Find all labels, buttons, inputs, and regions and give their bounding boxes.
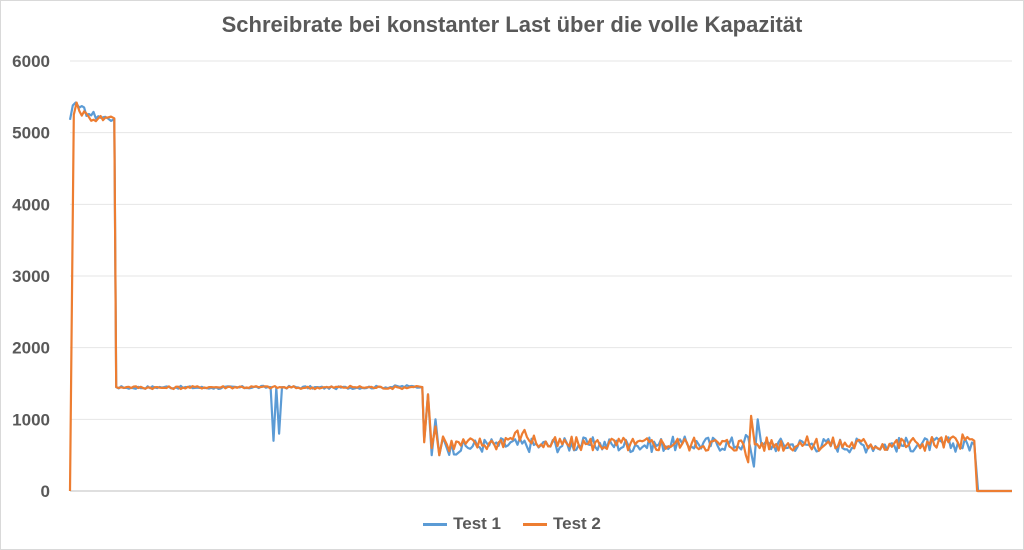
legend-item-2: Test 2 xyxy=(523,514,601,534)
y-tick-label: 3000 xyxy=(12,267,50,286)
series-line-2 xyxy=(68,101,1012,493)
legend-label: Test 1 xyxy=(453,514,501,533)
y-tick-label: 0 xyxy=(41,482,50,501)
y-tick-label: 1000 xyxy=(12,410,50,429)
legend-label: Test 2 xyxy=(553,514,601,533)
legend-item-1: Test 1 xyxy=(423,514,501,534)
chart-title: Schreibrate bei konstanter Last über die… xyxy=(221,12,803,37)
y-tick-label: 6000 xyxy=(12,52,50,71)
y-tick-label: 5000 xyxy=(12,124,50,143)
y-tick-label: 4000 xyxy=(12,195,50,214)
legend-swatch xyxy=(523,522,547,526)
series-line-1 xyxy=(68,101,1012,493)
legend-swatch xyxy=(423,522,448,526)
legend: Test 1 Test 2 xyxy=(0,514,1024,534)
y-tick-label: 2000 xyxy=(12,339,50,358)
